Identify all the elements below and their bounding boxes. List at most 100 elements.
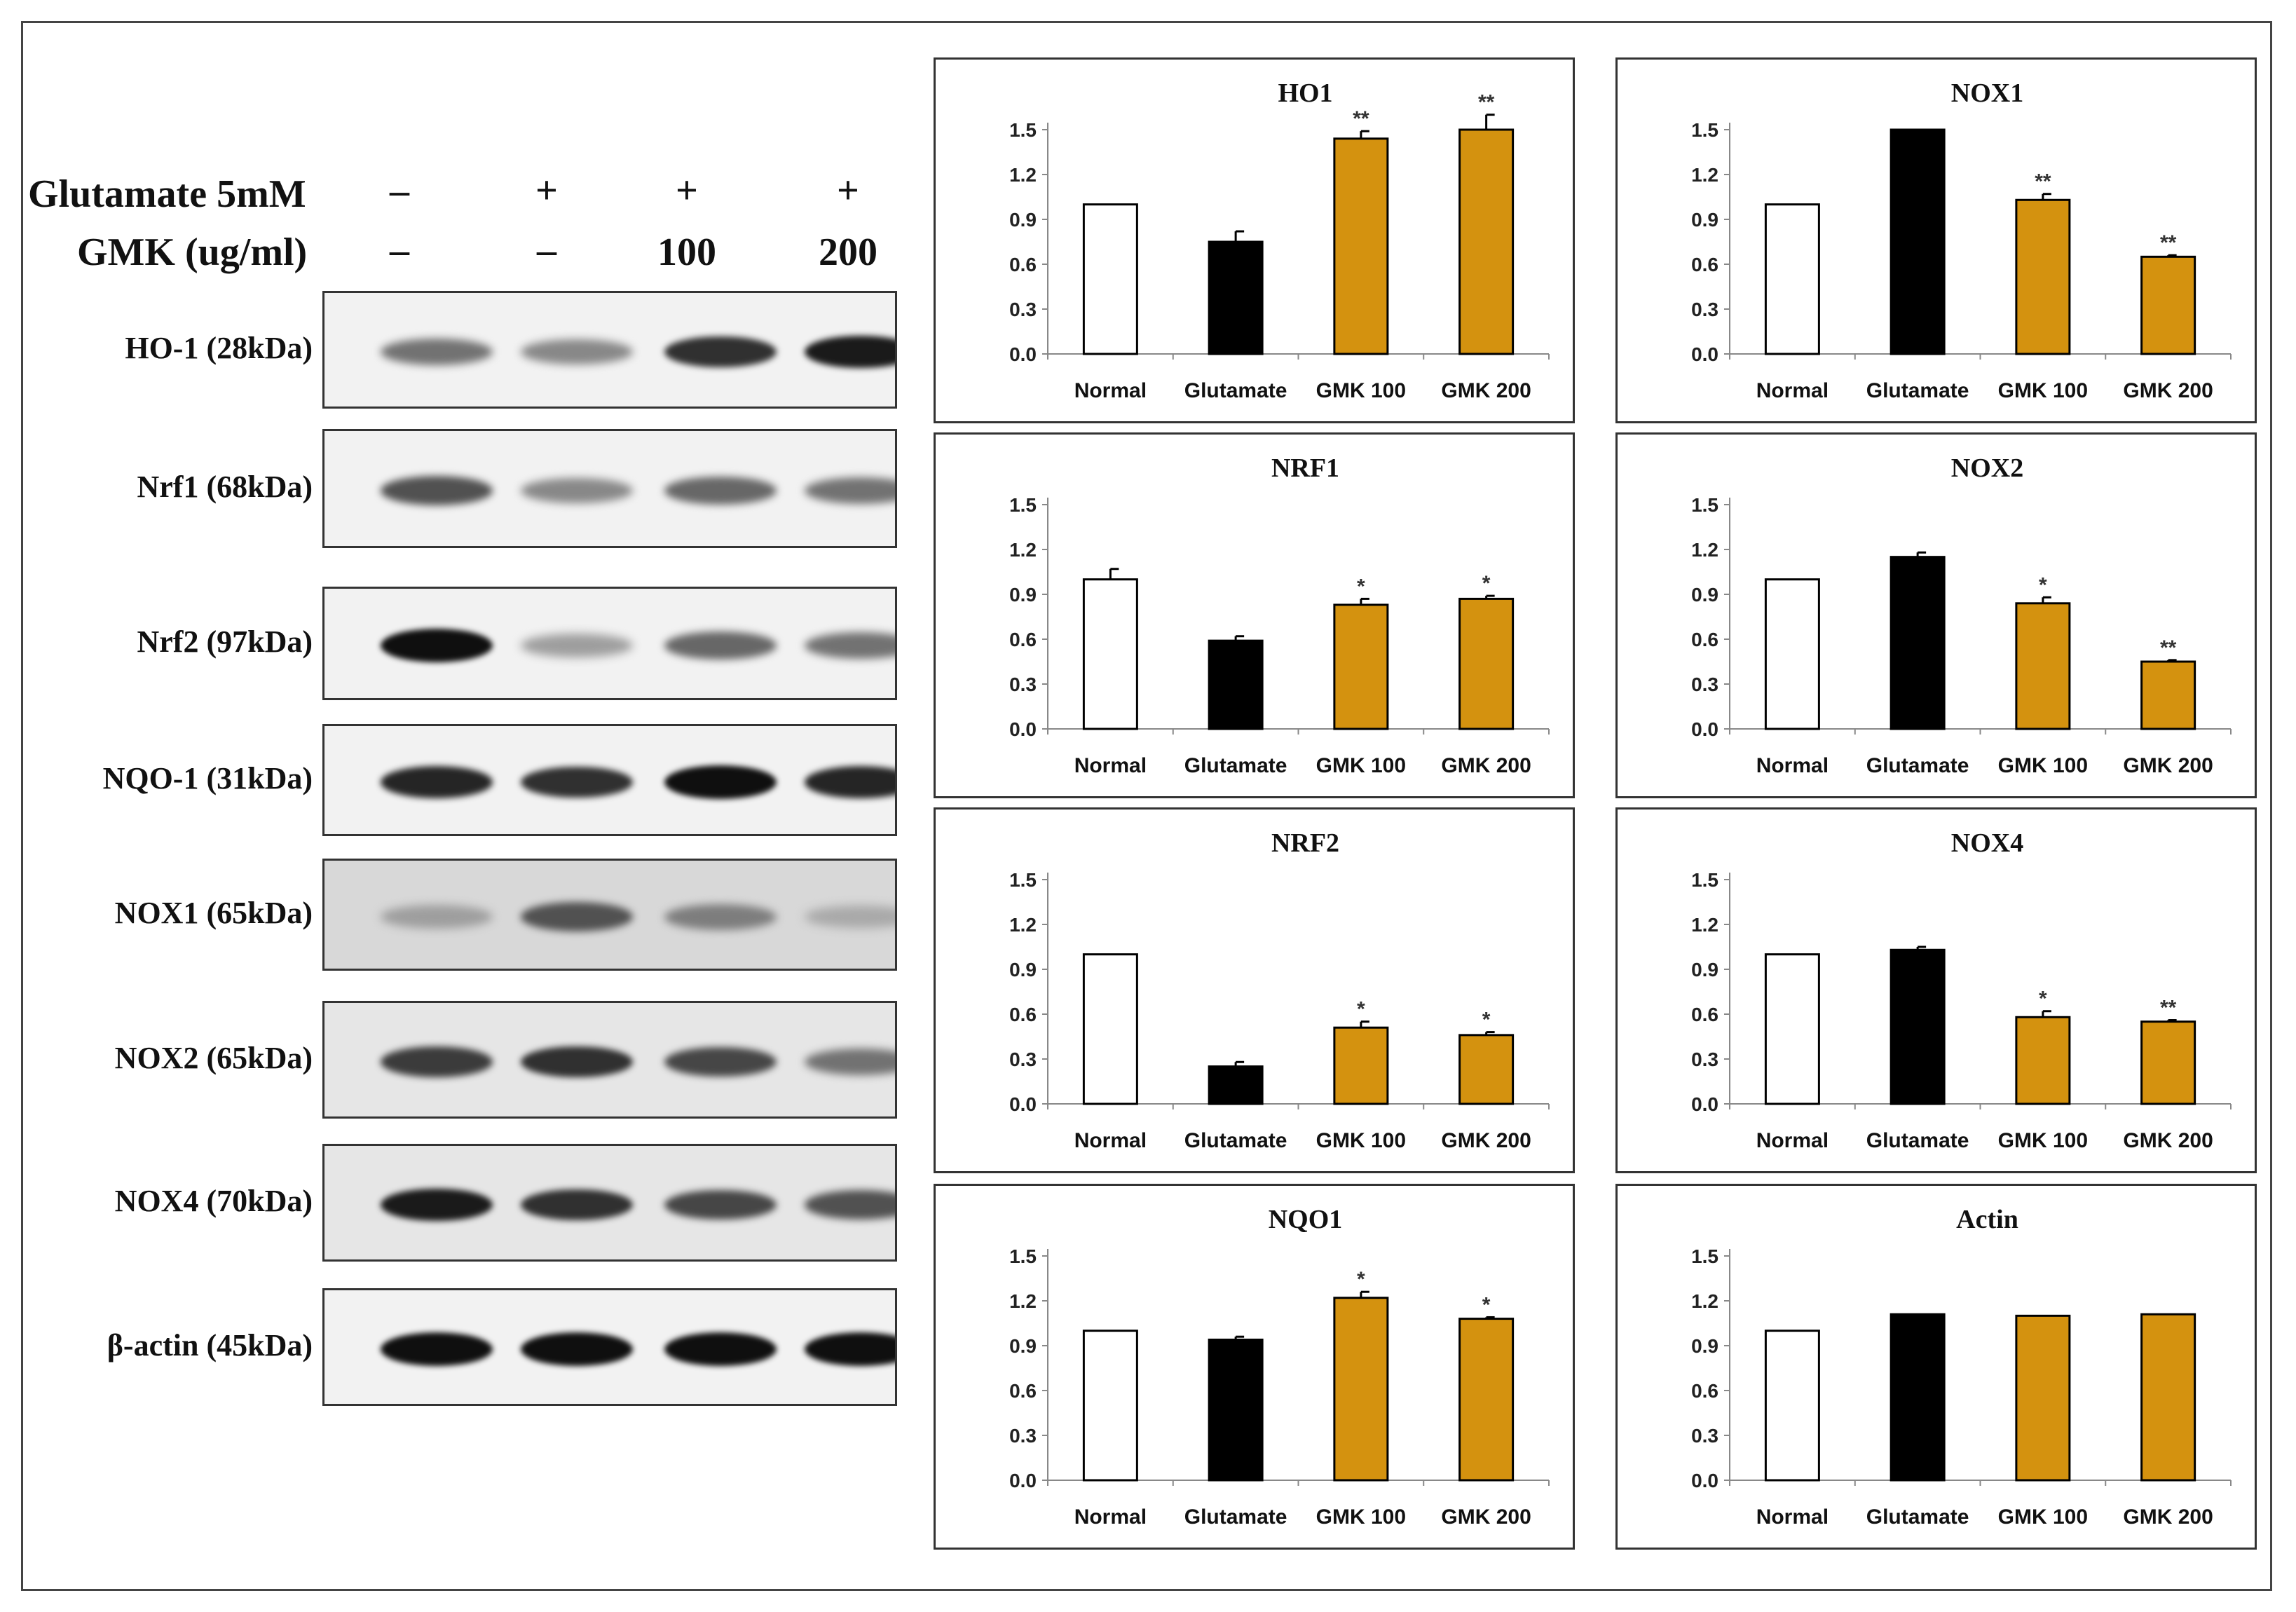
blot-strip: [322, 429, 897, 548]
blot-band: [521, 766, 633, 798]
chart-svg: NRF1 1.5 1.2 0.9 0.6 0.3 0.0 Normal Glutamate * GM…: [1009, 453, 1550, 777]
y-tick-label: 1.2: [1009, 539, 1037, 561]
bar: [1082, 1330, 1138, 1482]
y-tick-label: 1.5: [1691, 869, 1718, 891]
figure-frame: [21, 21, 2272, 1591]
y-tick-label: 0.0: [1009, 1470, 1037, 1491]
significance-marker: *: [1482, 1293, 1491, 1316]
x-category-label: Glutamate: [1184, 754, 1287, 777]
y-tick-label: 0.6: [1009, 629, 1037, 650]
y-tick-label: 0.3: [1009, 299, 1037, 320]
x-category-label: Glutamate: [1184, 1505, 1287, 1529]
blot-band: [381, 1046, 493, 1077]
bar: [2015, 198, 2071, 355]
bar: [1764, 578, 1820, 730]
x-category-label: GMK 100: [1998, 379, 2088, 402]
y-tick-label: 0.6: [1691, 629, 1718, 650]
blot-band: [805, 1190, 895, 1220]
chart-svg: Actin 1.5 1.2 0.9 0.6 0.3 0.0 Normal Glutamate GM…: [1691, 1205, 2232, 1529]
bar: [2140, 1313, 2196, 1482]
y-tick-label: 1.5: [1691, 494, 1718, 516]
y-tick-label: 0.6: [1009, 254, 1037, 275]
x-category-label: GMK 100: [1998, 1129, 2088, 1152]
blot-band: [381, 766, 493, 798]
x-category-label: Normal: [1074, 1505, 1147, 1529]
x-category-label: Glutamate: [1866, 1129, 1969, 1152]
blot-band: [381, 338, 493, 366]
x-category-label: GMK 200: [1441, 379, 1531, 402]
significance-marker: *: [2039, 988, 2047, 1011]
treatment-value: +: [535, 169, 558, 212]
chart-panel-nox2: NOX2 1.5 1.2 0.9 0.6 0.3 0.0 Normal Glutamate * GM…: [1615, 432, 2257, 798]
bar: [1333, 1297, 1389, 1482]
treatment-value: –: [390, 169, 409, 212]
y-tick-label: 1.2: [1691, 914, 1718, 936]
chart-panel-nqo1: NQO1 1.5 1.2 0.9 0.6 0.3 0.0 Normal Glutamate * GM…: [934, 1184, 1575, 1550]
x-category-label: GMK 200: [2123, 1505, 2213, 1529]
blot-label: HO-1 (28kDa): [125, 331, 313, 365]
x-category-label: Glutamate: [1184, 379, 1287, 402]
significance-marker: *: [1482, 1009, 1491, 1032]
y-tick-label: 1.5: [1691, 1245, 1718, 1267]
blot-band: [381, 1188, 493, 1222]
chart-panel-ho1: HO1 1.5 1.2 0.9 0.6 0.3 0.0 Normal Glutamate ** GM…: [934, 57, 1575, 423]
blot-band: [664, 1332, 777, 1366]
blot-band: [381, 476, 493, 505]
blot-strip: [322, 1144, 897, 1262]
y-tick-label: 1.5: [1009, 869, 1037, 891]
significance-marker: **: [2160, 636, 2177, 660]
bar: [1458, 128, 1515, 355]
y-tick-label: 0.6: [1691, 1380, 1718, 1402]
x-category-label: Normal: [1756, 379, 1829, 402]
significance-marker: *: [1482, 572, 1491, 595]
chart-panel-actin: Actin 1.5 1.2 0.9 0.6 0.3 0.0 Normal Glutamate GM…: [1615, 1184, 2257, 1550]
y-tick-label: 0.0: [1691, 343, 1718, 365]
bar: [1458, 597, 1515, 730]
y-tick-label: 1.2: [1691, 539, 1718, 561]
chart-panel-nox4: NOX4 1.5 1.2 0.9 0.6 0.3 0.0 Normal Glutamate * GM…: [1615, 807, 2257, 1173]
blot-label: NQO-1 (31kDa): [102, 761, 313, 795]
y-tick-label: 0.6: [1691, 254, 1718, 275]
x-category-label: GMK 100: [1316, 1505, 1406, 1529]
bar: [1764, 1330, 1820, 1482]
y-tick-label: 0.0: [1009, 718, 1037, 740]
y-tick-label: 0.9: [1691, 1335, 1718, 1357]
bar: [1333, 137, 1389, 355]
blot-band: [805, 766, 895, 798]
x-category-label: GMK 100: [1316, 1129, 1406, 1152]
blot-band: [521, 478, 633, 503]
blot-band: [381, 1332, 493, 1366]
bar: [1208, 240, 1264, 355]
y-tick-label: 1.2: [1009, 914, 1037, 936]
y-tick-label: 0.9: [1691, 959, 1718, 981]
x-category-label: Normal: [1756, 754, 1829, 777]
y-tick-label: 0.6: [1009, 1380, 1037, 1402]
y-tick-label: 1.5: [1009, 494, 1037, 516]
blot-band: [805, 477, 895, 505]
y-tick-label: 0.9: [1009, 584, 1037, 606]
x-category-label: GMK 200: [2123, 379, 2213, 402]
blot-strip: [322, 587, 897, 700]
y-tick-label: 1.5: [1009, 1245, 1037, 1267]
bar: [1082, 953, 1138, 1105]
treatment-value: –: [390, 228, 409, 272]
x-category-label: GMK 200: [1441, 1129, 1531, 1152]
significance-marker: **: [2160, 231, 2177, 254]
bar: [2015, 1016, 2071, 1105]
y-tick-label: 0.0: [1009, 343, 1037, 365]
y-tick-label: 0.3: [1691, 1049, 1718, 1070]
chart-svg: HO1 1.5 1.2 0.9 0.6 0.3 0.0 Normal Glutamate ** GM…: [1009, 78, 1550, 402]
x-category-label: Normal: [1756, 1505, 1829, 1529]
x-category-label: Glutamate: [1866, 1505, 1969, 1529]
chart-svg: NOX4 1.5 1.2 0.9 0.6 0.3 0.0 Normal Glutamate * GM…: [1691, 828, 2232, 1152]
y-tick-label: 0.3: [1691, 1425, 1718, 1447]
blot-strip: [322, 1001, 897, 1119]
chart-title: NOX2: [1951, 453, 2023, 483]
x-category-label: GMK 100: [1316, 379, 1406, 402]
blot-strip: [322, 1288, 897, 1406]
x-category-label: GMK 200: [1441, 754, 1531, 777]
blot-label: NOX2 (65kDa): [114, 1041, 313, 1075]
y-tick-label: 0.3: [1691, 299, 1718, 320]
blot-label: NOX1 (65kDa): [114, 896, 313, 930]
x-category-label: GMK 100: [1316, 754, 1406, 777]
